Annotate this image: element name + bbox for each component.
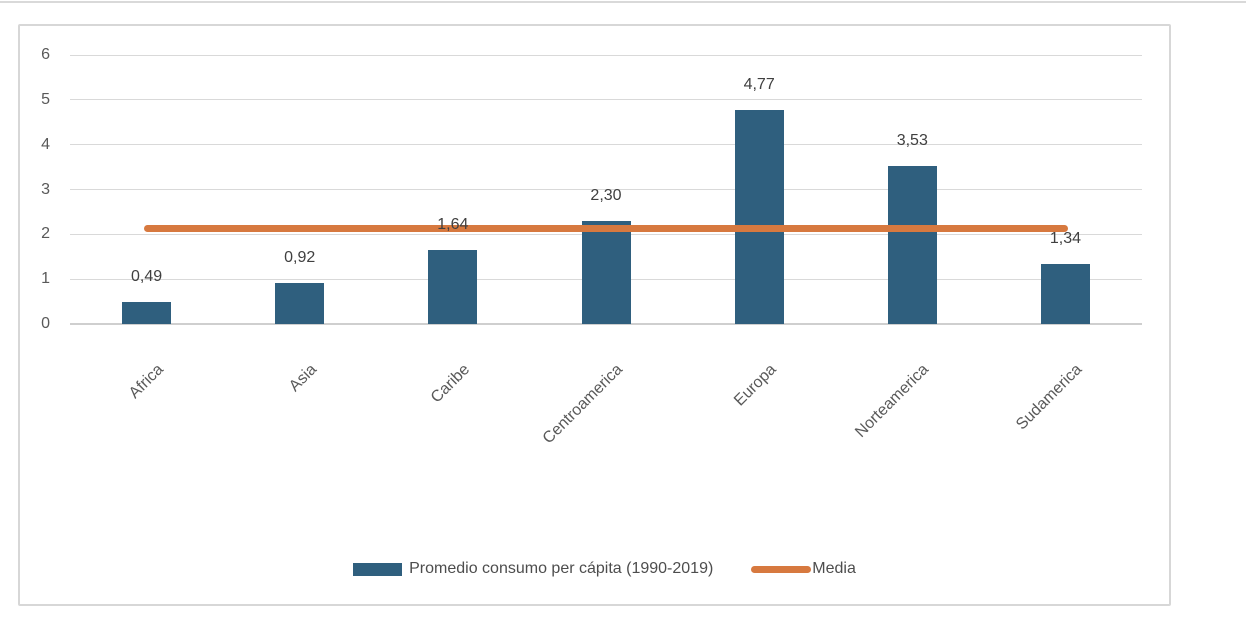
y-tick-label-2: 2 [41,225,50,243]
bar-sudamerica [1040,263,1090,324]
legend-line-label: Media [812,560,856,577]
legend-bar-swatch-icon [353,562,403,576]
value-label-africa: 0,49 [130,268,163,286]
legend-bar-label: Promedio consumo per cápita (1990-2019) [409,560,714,577]
plot-area: 0,49 Africa 0,92 Asia 1,64 Caribe 2,30 Centroam… [70,54,1142,447]
media-mean-line [143,224,1069,232]
y-tick-label-6: 6 [41,46,50,63]
legend: Promedio consumo per cápita (1990-2019) … [20,557,1169,581]
gridline-y-4 [70,144,1142,146]
y-tick-label-0: 0 [41,315,50,332]
gridline-y-6 [70,54,1142,56]
x-axis-label-africa: Africa [125,361,167,402]
chart-frame: 0,49 Africa 0,92 Asia 1,64 Caribe 2,30 Centroam… [18,24,1171,606]
x-axis-label-norteamerica: Norteamerica [852,361,933,441]
value-label-sudamerica: 1,34 [1049,229,1081,247]
y-tick-label-1: 1 [41,270,50,288]
value-label-caribe: 1,64 [437,216,469,234]
y-tick-label-4: 4 [41,135,50,153]
legend-item-promedio: Promedio consumo per cápita (1990-2019) [353,561,713,577]
y-tick-label-3: 3 [41,180,50,198]
x-axis-label-caribe: Caribe [427,361,473,407]
y-tick-label-5: 5 [41,90,50,108]
x-axis-label-centroamerica: Centroamerica [539,361,627,448]
value-label-europa: 4,77 [743,76,775,94]
x-axis-label-asia: Asia [285,361,320,396]
gridline-y-0 [70,323,1142,325]
bar-europa [734,110,784,324]
x-axis-label-sudamerica: Sudamerica [1013,361,1086,434]
legend-line-swatch-icon [751,565,812,573]
value-label-centroamerica: 2,30 [590,186,622,204]
gridline-y-3 [70,189,1142,190]
top-divider-line [0,1,1246,3]
bar-centroamerica [581,220,631,324]
x-axis-label-europa: Europa [730,361,780,410]
bar-asia [275,282,325,324]
value-label-asia: 0,92 [284,248,316,266]
gridline-y-5 [70,99,1142,101]
bar-norteamerica [887,165,937,324]
value-label-norteamerica: 3,53 [896,131,928,149]
bar-caribe [428,250,478,324]
legend-item-media: Media [751,561,856,577]
bar-africa [122,302,172,324]
